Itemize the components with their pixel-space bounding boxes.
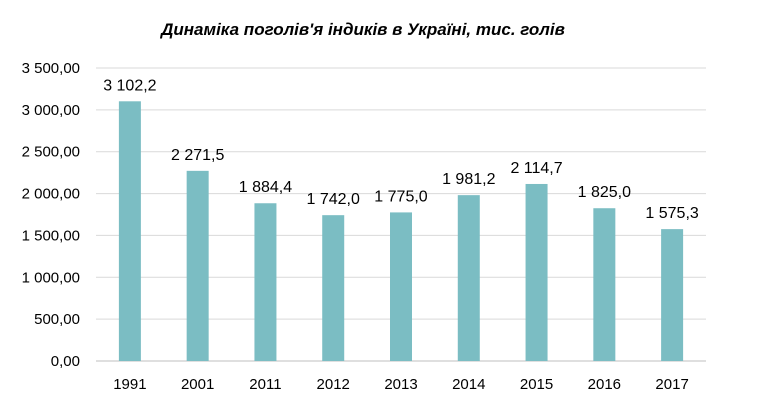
bar <box>118 101 141 361</box>
data-label: 1 775,0 <box>374 188 427 205</box>
bar <box>661 229 684 361</box>
x-tick-label: 2013 <box>384 376 417 393</box>
data-label: 1 575,3 <box>645 205 698 222</box>
x-tick-label: 2011 <box>249 376 281 393</box>
bar <box>254 203 277 361</box>
x-axis-ticks: 1991 2001 2011 2012 2013 2014 2015 2016 2017 <box>113 376 689 393</box>
y-tick-label: 1 500,00 <box>22 227 80 244</box>
y-tick-label: 3 500,00 <box>22 60 80 77</box>
data-label: 1 981,2 <box>442 171 495 188</box>
data-label: 1 742,0 <box>307 191 360 208</box>
y-tick-label: 500,00 <box>34 311 80 328</box>
x-tick-label: 2012 <box>317 376 350 393</box>
x-tick-label: 1991 <box>113 376 146 393</box>
bar <box>593 208 616 361</box>
y-axis-ticks: 0,00 500,00 1 000,00 1 500,00 2 000,00 2 500,… <box>22 60 80 370</box>
data-label: 2 271,5 <box>171 147 224 164</box>
y-tick-label: 0,00 <box>51 353 80 370</box>
data-labels: 3 102,2 2 271,5 1 884,4 1 742,0 1 775,0 1 981… <box>103 77 699 222</box>
bar <box>457 195 480 361</box>
y-tick-label: 2 500,00 <box>22 144 80 161</box>
data-label: 3 102,2 <box>103 77 156 94</box>
bar <box>186 170 209 361</box>
x-tick-label: 2016 <box>588 376 621 393</box>
bars <box>118 101 684 361</box>
bar <box>525 183 548 361</box>
x-tick-label: 2001 <box>181 376 214 393</box>
y-tick-label: 3 000,00 <box>22 102 80 119</box>
x-tick-label: 2017 <box>655 376 688 393</box>
bar <box>322 215 345 361</box>
x-tick-label: 2015 <box>520 376 553 393</box>
x-tick-label: 2014 <box>452 376 485 393</box>
y-tick-label: 2 000,00 <box>22 186 80 203</box>
bar <box>390 212 412 361</box>
data-label: 1 884,4 <box>239 179 292 196</box>
chart-title: Динаміка поголів'я індиків в Україні, ти… <box>159 20 565 39</box>
data-label: 2 114,7 <box>510 160 562 177</box>
y-tick-label: 1 000,00 <box>22 269 80 286</box>
data-label: 1 825,0 <box>578 184 631 201</box>
